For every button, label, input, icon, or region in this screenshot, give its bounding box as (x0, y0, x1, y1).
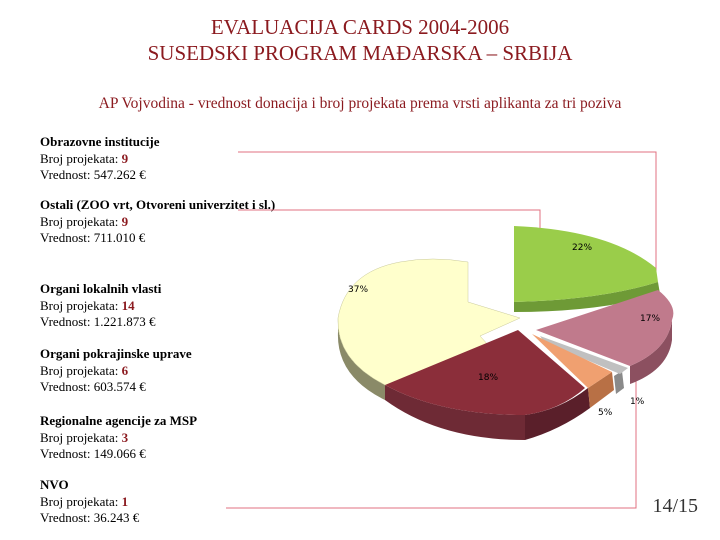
pct-label-obrazovne: 17% (640, 314, 660, 324)
pie-side-nvo (614, 371, 624, 394)
pie-side-ostali (514, 282, 660, 312)
pie-slice-regionalne (532, 334, 612, 388)
title-line-2: SUSEDSKI PROGRAM MAĐARSKA – SRBIJA (147, 41, 573, 65)
legend-pokrajinske: Organi pokrajinske uprave Broj projekata… (40, 346, 192, 396)
legend-nvo: NVO Broj projekata: 1 Vrednost: 36.243 € (40, 477, 139, 527)
pct-label-pokrajinske: 18% (478, 373, 498, 383)
chart-subtitle: AP Vojvodina - vrednost donacija i broj … (98, 95, 622, 112)
connector-ostali (238, 209, 541, 240)
pct-label-ostali: 22% (572, 243, 592, 253)
pie-slice-ostali (514, 226, 658, 302)
legend-value: Vrednost: 149.066 € (40, 446, 146, 461)
legend-regionalne: Regionalne agencije za MSP Broj projekat… (40, 413, 197, 463)
legend-value: Vrednost: 711.010 € (40, 230, 146, 245)
legend-value: Vrednost: 36.243 € (40, 510, 140, 525)
pct-label-lokalnih: 37% (348, 285, 368, 295)
pct-label-nvo: 1% (630, 397, 645, 407)
legend-count: Broj projekata: 14 (40, 297, 135, 313)
connector-obrazovne (238, 151, 657, 320)
pie-slice-pokrajinske (385, 330, 585, 415)
legend-count: Broj projekata: 9 (40, 213, 129, 229)
page-title: EVALUACIJA CARDS 2004-2006 SUSEDSKI PROG… (0, 14, 720, 66)
pct-label-regionalne: 5% (598, 408, 613, 418)
legend-name: Ostali (ZOO vrt, Otvoreni univerzitet i … (40, 197, 276, 212)
pie-side-pokrajinske (385, 385, 525, 440)
legend-value: Vrednost: 1.221.873 € (40, 314, 156, 329)
pie-side-regionalne (588, 372, 614, 408)
pie-side-obrazovne (630, 320, 672, 384)
pie-side-pokrajinske-right (525, 388, 590, 440)
legend-name: Organi lokalnih vlasti (40, 281, 162, 296)
legend-name: Regionalne agencije za MSP (40, 413, 198, 428)
legend-count: Broj projekata: 6 (40, 362, 129, 378)
legend-name: Organi pokrajinske uprave (40, 346, 192, 361)
pie-slice-nvo (540, 336, 628, 374)
legend-lokalnih: Organi lokalnih vlasti Broj projekata: 1… (40, 281, 161, 331)
legend-obrazovne: Obrazovne institucije Broj projekata: 9 … (40, 134, 160, 184)
title-line-1: EVALUACIJA CARDS 2004-2006 (210, 15, 510, 39)
page-number: 14/15 (652, 495, 698, 517)
pie-slice-obrazovne (536, 290, 674, 366)
legend-value: Vrednost: 547.262 € (40, 167, 146, 182)
legend-value: Vrednost: 603.574 € (40, 379, 146, 394)
legend-count: Broj projekata: 9 (40, 150, 129, 166)
pie-side-lokalnih (337, 318, 385, 400)
connector-nvo (226, 376, 637, 509)
legend-ostali: Ostali (ZOO vrt, Otvoreni univerzitet i … (40, 197, 275, 247)
legend-count: Broj projekata: 1 (40, 493, 129, 509)
legend-count: Broj projekata: 3 (40, 429, 129, 445)
legend-name: Obrazovne institucije (40, 134, 160, 149)
legend-name: NVO (40, 477, 69, 492)
